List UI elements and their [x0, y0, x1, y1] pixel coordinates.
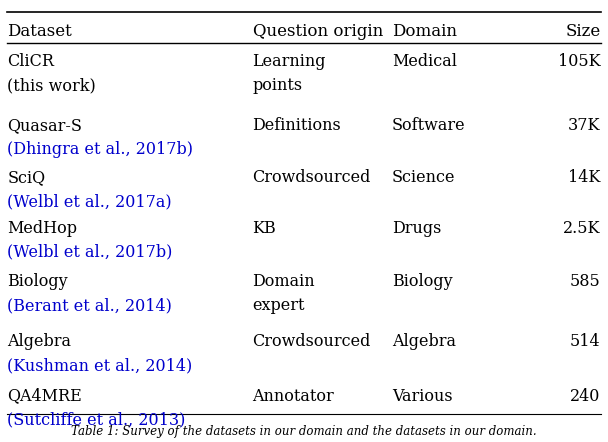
- Text: 14K: 14K: [568, 169, 601, 187]
- Text: 37K: 37K: [568, 117, 601, 134]
- Text: 105K: 105K: [558, 53, 601, 70]
- Text: (this work): (this work): [7, 77, 96, 94]
- Text: 585: 585: [570, 273, 601, 290]
- Text: SciQ: SciQ: [7, 169, 46, 187]
- Text: Medical: Medical: [392, 53, 457, 70]
- Text: Size: Size: [565, 23, 601, 40]
- Text: Quasar-S: Quasar-S: [7, 117, 82, 134]
- Text: 514: 514: [570, 333, 601, 350]
- Text: (Welbl et al., 2017a): (Welbl et al., 2017a): [7, 194, 172, 210]
- Text: Domain: Domain: [252, 273, 315, 290]
- Text: Biology: Biology: [7, 273, 68, 290]
- Text: Table 1: Survey of the datasets in our domain and the datasets in our domain.: Table 1: Survey of the datasets in our d…: [71, 425, 537, 438]
- Text: Science: Science: [392, 169, 455, 187]
- Text: Crowdsourced: Crowdsourced: [252, 333, 371, 350]
- Text: Drugs: Drugs: [392, 220, 441, 236]
- Text: QA4MRE: QA4MRE: [7, 388, 82, 404]
- Text: Question origin: Question origin: [252, 23, 383, 40]
- Text: (Berant et al., 2014): (Berant et al., 2014): [7, 297, 172, 314]
- Text: (Kushman et al., 2014): (Kushman et al., 2014): [7, 357, 193, 374]
- Text: Biology: Biology: [392, 273, 452, 290]
- Text: Software: Software: [392, 117, 465, 134]
- Text: Learning: Learning: [252, 53, 326, 70]
- Text: expert: expert: [252, 297, 305, 314]
- Text: 2.5K: 2.5K: [563, 220, 601, 236]
- Text: Algebra: Algebra: [7, 333, 72, 350]
- Text: (Welbl et al., 2017b): (Welbl et al., 2017b): [7, 244, 173, 261]
- Text: (Dhingra et al., 2017b): (Dhingra et al., 2017b): [7, 141, 193, 158]
- Text: (Sutcliffe et al., 2013): (Sutcliffe et al., 2013): [7, 412, 186, 429]
- Text: CliCR: CliCR: [7, 53, 55, 70]
- Text: Domain: Domain: [392, 23, 457, 40]
- Text: Crowdsourced: Crowdsourced: [252, 169, 371, 187]
- Text: KB: KB: [252, 220, 276, 236]
- Text: Definitions: Definitions: [252, 117, 341, 134]
- Text: Various: Various: [392, 388, 452, 404]
- Text: Annotator: Annotator: [252, 388, 334, 404]
- Text: MedHop: MedHop: [7, 220, 77, 236]
- Text: 240: 240: [570, 388, 601, 404]
- Text: points: points: [252, 77, 303, 94]
- Text: Dataset: Dataset: [7, 23, 72, 40]
- Text: Algebra: Algebra: [392, 333, 456, 350]
